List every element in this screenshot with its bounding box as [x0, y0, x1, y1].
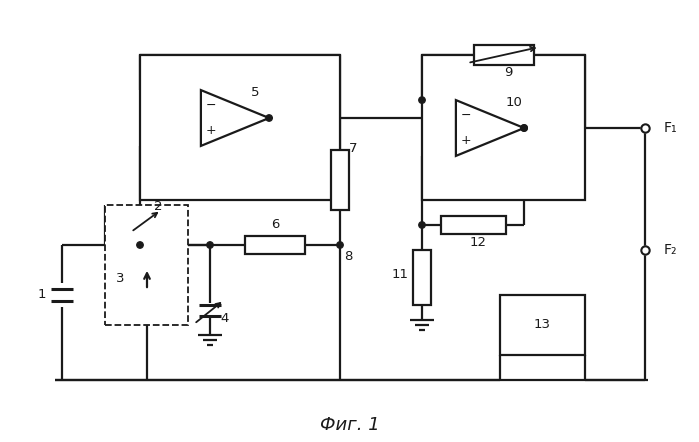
Text: +: + — [461, 134, 471, 147]
Bar — [440, 216, 505, 234]
Circle shape — [419, 97, 425, 103]
Text: −: − — [206, 99, 216, 112]
Bar — [331, 150, 349, 210]
Circle shape — [207, 242, 213, 248]
Bar — [422, 55, 585, 200]
Circle shape — [266, 115, 273, 121]
Text: 1: 1 — [38, 289, 46, 301]
Text: 6: 6 — [271, 218, 279, 232]
Text: 5: 5 — [251, 85, 259, 99]
Text: F₂: F₂ — [664, 243, 677, 257]
Circle shape — [137, 242, 143, 248]
Bar — [245, 236, 305, 254]
Text: 7: 7 — [349, 141, 357, 155]
Text: 2: 2 — [154, 201, 162, 213]
Text: Фиг. 1: Фиг. 1 — [320, 416, 380, 434]
Text: −: − — [461, 109, 471, 122]
Circle shape — [521, 125, 527, 131]
Text: 11: 11 — [391, 268, 408, 282]
Bar — [473, 45, 533, 65]
Text: 10: 10 — [505, 95, 522, 108]
Bar — [413, 250, 431, 305]
Text: 9: 9 — [504, 66, 512, 80]
Circle shape — [419, 222, 425, 228]
Bar — [140, 55, 340, 200]
Text: 8: 8 — [344, 249, 352, 263]
Text: 3: 3 — [116, 271, 124, 285]
Text: 4: 4 — [221, 312, 229, 324]
Text: 13: 13 — [534, 319, 551, 332]
Text: 12: 12 — [470, 236, 487, 249]
Circle shape — [337, 242, 343, 248]
Bar — [500, 295, 585, 355]
Bar — [105, 205, 188, 325]
Text: +: + — [206, 124, 216, 137]
Text: F₁: F₁ — [664, 121, 677, 135]
Circle shape — [521, 125, 527, 131]
